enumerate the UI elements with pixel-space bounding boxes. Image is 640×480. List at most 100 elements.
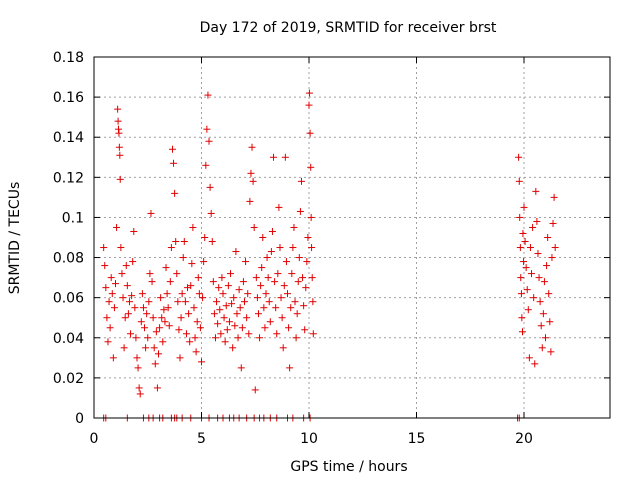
data-point [121, 314, 129, 322]
data-point [281, 153, 289, 161]
data-point [249, 177, 257, 185]
data-point [280, 282, 288, 290]
data-point [232, 248, 240, 256]
data-point [220, 314, 228, 322]
data-point [540, 278, 548, 286]
data-point [170, 159, 178, 167]
data-point [199, 294, 207, 302]
data-point [158, 314, 166, 322]
data-point [262, 290, 270, 298]
data-point [515, 177, 523, 185]
data-point [295, 254, 303, 262]
data-point [548, 254, 556, 262]
data-point [114, 117, 122, 125]
data-point [162, 264, 170, 272]
data-point [272, 304, 280, 312]
data-point [218, 274, 226, 282]
data-point [286, 364, 294, 372]
data-point [292, 334, 300, 342]
data-point [105, 298, 113, 306]
data-point [227, 270, 235, 278]
data-point [307, 213, 315, 221]
data-point [177, 314, 185, 322]
data-point [224, 282, 232, 290]
data-point [302, 284, 310, 292]
data-point [308, 274, 316, 282]
data-point [521, 238, 529, 246]
data-point [116, 175, 124, 183]
data-point [257, 282, 265, 290]
data-point [305, 101, 313, 109]
data-point [278, 314, 286, 322]
data-point [243, 314, 251, 322]
data-point [209, 278, 217, 286]
y-tick-label: 0.08 [53, 251, 84, 267]
data-point [250, 223, 258, 231]
data-point [547, 348, 555, 356]
data-point [308, 244, 316, 252]
x-axis-label: GPS time / hours [290, 459, 407, 475]
data-point [182, 330, 190, 338]
data-point [285, 324, 293, 332]
data-point [115, 129, 123, 137]
data-point [144, 334, 152, 342]
data-point [222, 302, 230, 310]
data-point [108, 290, 116, 298]
data-point [114, 105, 122, 113]
data-point [102, 284, 110, 292]
data-point [156, 324, 164, 332]
data-point [174, 298, 182, 306]
data-point [537, 322, 545, 330]
data-point [522, 264, 530, 272]
data-point [202, 161, 210, 169]
y-axis-label: SRMTID / TECUs [7, 182, 23, 295]
data-point [216, 306, 224, 314]
data-point [117, 244, 125, 252]
data-point [517, 274, 525, 282]
data-point [152, 328, 160, 336]
data-point [131, 304, 139, 312]
data-point [229, 344, 237, 352]
data-point [294, 278, 302, 286]
data-point [215, 284, 223, 292]
data-point [309, 298, 317, 306]
data-point [205, 137, 213, 145]
x-tick-label: 15 [408, 431, 426, 447]
data-point [228, 300, 236, 308]
data-point [180, 238, 188, 246]
x-tick-label: 10 [300, 431, 318, 447]
data-point [128, 292, 136, 300]
data-point [266, 318, 274, 326]
data-point [307, 163, 315, 171]
data-point [113, 223, 121, 231]
data-point [533, 217, 541, 225]
y-tick-label: 0.06 [53, 291, 84, 307]
y-tick-labels: 0 0.02 0.04 0.06 0.08 0.1 0.12 0.14 0.16 0.18 [53, 50, 84, 427]
data-point [252, 274, 260, 282]
data-point [148, 278, 156, 286]
data-point [530, 294, 538, 302]
data-point [151, 360, 159, 368]
data-point [221, 338, 229, 346]
y-tick-label: 0 [75, 411, 84, 427]
data-point [287, 304, 295, 312]
x-tick-labels: 0 5 10 15 20 [90, 431, 533, 447]
data-point [153, 384, 161, 392]
x-tick-label: 0 [90, 431, 99, 447]
data-point [515, 153, 523, 161]
x-tick-label: 5 [197, 431, 206, 447]
data-point [210, 310, 218, 318]
data-point [190, 304, 198, 312]
data-point [538, 344, 546, 352]
data-point [305, 89, 313, 97]
data-point [135, 384, 143, 392]
data-point [188, 260, 196, 268]
data-point [138, 290, 146, 298]
data-point [282, 258, 290, 266]
data-point [543, 262, 551, 270]
data-point [192, 348, 200, 356]
data-point [268, 227, 276, 235]
data-points [100, 89, 559, 422]
data-point [173, 270, 181, 278]
data-point [191, 334, 199, 342]
